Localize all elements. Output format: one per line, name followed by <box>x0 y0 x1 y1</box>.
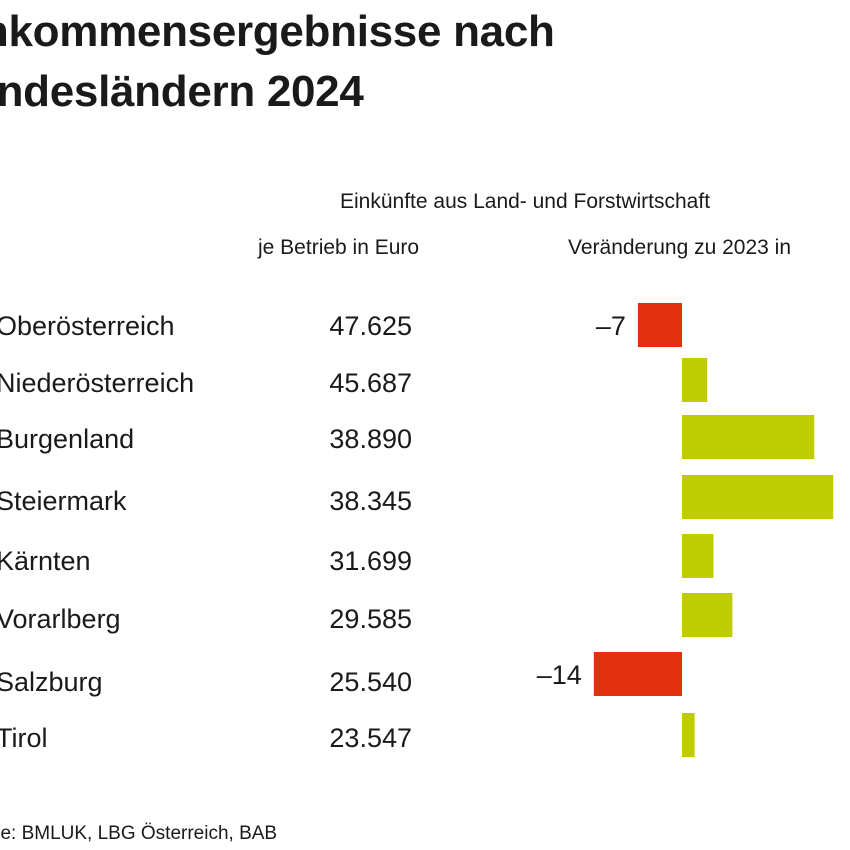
change-bar <box>682 593 733 637</box>
row-value: 45.687 <box>329 368 412 398</box>
row-label: Salzburg <box>0 667 103 697</box>
chart-title: inkommensergebnisse nach undesländern 20… <box>0 2 555 122</box>
row-value: 31.699 <box>329 546 412 576</box>
source-note: lle: BMLUK, LBG Österreich, BAB <box>0 823 278 844</box>
change-bar <box>682 713 695 757</box>
header-change-vs-2023: Veränderung zu 2023 in <box>568 236 792 259</box>
change-bar <box>637 303 682 347</box>
bar-data-label: –14 <box>537 660 582 690</box>
row-label: Kärnten <box>0 546 91 576</box>
change-bar <box>682 534 714 578</box>
row-value: 29.585 <box>329 604 412 634</box>
change-bar <box>593 652 682 696</box>
row-value: 47.625 <box>329 311 412 341</box>
row-value: 38.890 <box>329 424 412 454</box>
row-label: Oberösterreich <box>0 311 175 341</box>
row-label: Burgenland <box>0 424 135 454</box>
row-value: 23.547 <box>329 723 412 753</box>
row-label: Niederösterreich <box>0 368 195 398</box>
row-value: 38.345 <box>329 486 412 516</box>
header-income-per-farm: je Betrieb in Euro <box>258 236 420 259</box>
change-bar <box>682 415 815 459</box>
change-bar <box>682 358 708 402</box>
title-line-1: inkommensergebnisse nach <box>0 7 555 56</box>
change-bar <box>682 475 834 519</box>
header-income-category: Einkünfte aus Land- und Forstwirtschaft <box>340 190 711 213</box>
row-label: Vorarlberg <box>0 604 121 634</box>
row-value: 25.540 <box>329 667 412 697</box>
title-line-2: undesländern 2024 <box>0 67 364 116</box>
row-label: Tirol <box>0 723 48 753</box>
row-label: Steiermark <box>0 486 127 516</box>
bar-data-label: –7 <box>596 311 626 341</box>
